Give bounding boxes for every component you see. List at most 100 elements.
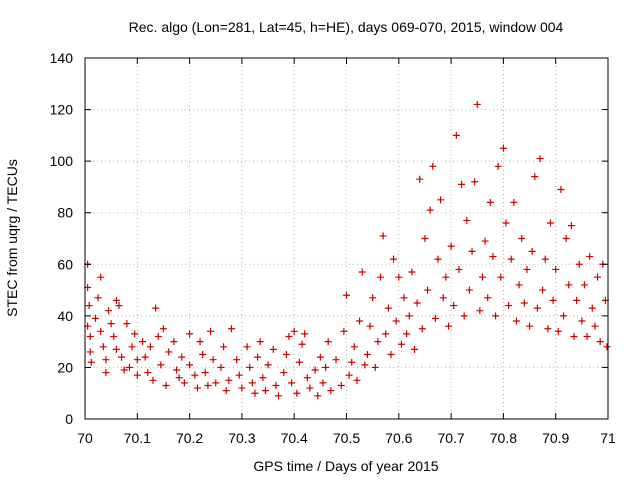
data-point <box>356 317 364 325</box>
data-point <box>112 296 120 304</box>
data-point <box>170 338 178 346</box>
data-point <box>343 291 350 299</box>
data-point <box>392 317 400 325</box>
data-point <box>594 273 602 281</box>
data-point <box>154 332 162 340</box>
chart-title: Rec. algo (Lon=281, Lat=45, h=HE), days … <box>129 19 564 35</box>
data-point <box>557 186 565 194</box>
data-point <box>497 273 505 281</box>
data-point <box>528 247 536 255</box>
data-point <box>541 255 549 263</box>
data-point <box>603 343 611 351</box>
data-point <box>507 255 515 263</box>
data-point <box>382 330 390 338</box>
data-point <box>465 286 473 294</box>
data-point <box>421 235 429 242</box>
data-point <box>288 379 296 387</box>
data-point <box>426 206 434 214</box>
data-point <box>86 348 94 356</box>
data-point <box>463 216 471 224</box>
data-point <box>549 296 557 304</box>
data-point <box>437 196 445 204</box>
y-tick-label: 20 <box>57 359 73 375</box>
data-point <box>478 273 486 281</box>
data-point <box>235 371 243 379</box>
data-point <box>128 343 136 351</box>
data-point <box>473 100 481 108</box>
data-point <box>251 389 259 397</box>
data-point <box>505 302 513 310</box>
data-point <box>233 356 241 364</box>
data-point <box>405 312 413 320</box>
data-point <box>596 338 604 346</box>
data-point <box>199 351 207 359</box>
data-point <box>204 381 212 389</box>
data-point <box>107 320 115 328</box>
data-point <box>133 371 141 379</box>
data-point <box>246 363 254 371</box>
y-tick-label: 140 <box>50 50 74 66</box>
x-tick-label: 71 <box>600 430 616 446</box>
data-point <box>447 242 455 250</box>
grid <box>85 58 608 419</box>
data-point <box>471 178 479 186</box>
data-point <box>311 366 319 374</box>
data-point <box>591 322 599 330</box>
x-tick-label: 70.1 <box>124 430 151 446</box>
data-point <box>141 353 149 361</box>
data-point <box>259 374 267 382</box>
data-point <box>306 384 314 392</box>
data-point <box>118 353 126 361</box>
y-tick-label: 100 <box>50 153 74 169</box>
data-point <box>499 144 507 152</box>
data-point <box>387 351 395 359</box>
data-point <box>395 273 403 281</box>
data-point <box>207 327 215 335</box>
data-point <box>539 286 547 294</box>
data-point <box>115 302 123 310</box>
data-point <box>319 379 327 387</box>
data-point <box>416 175 424 183</box>
data-point <box>512 317 520 325</box>
data-point <box>272 381 280 389</box>
data-point <box>560 312 568 320</box>
data-point <box>484 294 492 302</box>
data-point <box>468 247 476 255</box>
data-point <box>400 294 408 302</box>
data-point <box>159 325 167 333</box>
y-tick-label: 40 <box>57 308 73 324</box>
data-point <box>371 363 379 371</box>
data-point <box>492 312 500 320</box>
data-point <box>146 343 154 351</box>
y-axis-label: STEC from uqrg / TECUs <box>4 159 20 317</box>
data-point <box>186 361 194 369</box>
data-point <box>196 338 204 346</box>
data-point <box>552 265 560 273</box>
data-point <box>567 222 575 230</box>
data-point <box>125 363 133 371</box>
data-point <box>554 327 562 335</box>
data-point <box>298 340 306 348</box>
data-point <box>282 351 290 359</box>
data-point <box>332 356 340 364</box>
data-point <box>588 304 596 312</box>
y-tick-label: 80 <box>57 205 73 221</box>
data-point <box>531 173 539 181</box>
y-tick-labels: 0 20 40 60 80 100 120 140 <box>50 50 74 427</box>
data-point <box>580 281 588 289</box>
data-point <box>350 343 358 351</box>
data-point <box>97 273 105 281</box>
data-point <box>152 304 160 312</box>
data-point <box>429 162 437 170</box>
data-point <box>575 260 583 268</box>
x-tick-label: 70.6 <box>385 430 412 446</box>
x-tick-label: 70.5 <box>333 430 360 446</box>
data-point <box>450 302 458 310</box>
data-point <box>442 273 450 281</box>
x-tick-label: 70.4 <box>281 430 308 446</box>
data-point <box>358 268 366 276</box>
data-point <box>290 327 298 335</box>
data-point <box>345 371 353 379</box>
